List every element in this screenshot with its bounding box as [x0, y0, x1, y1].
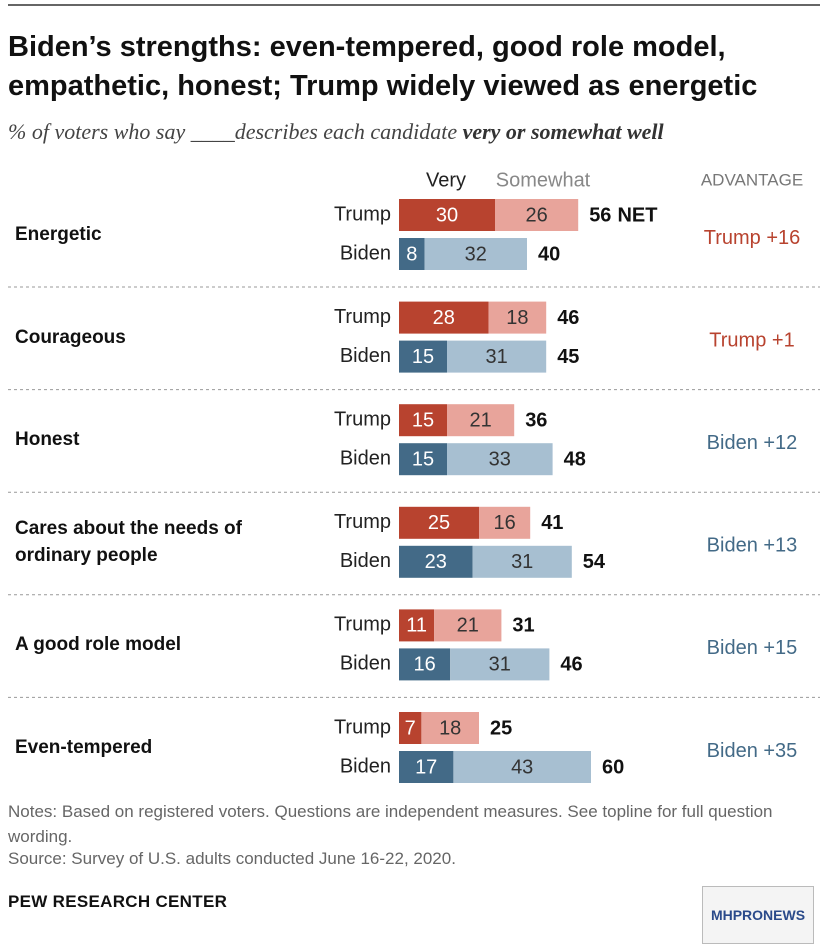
candidate-label: Trump — [334, 408, 391, 430]
value-label: 8 — [406, 243, 417, 265]
candidate-label: Biden — [340, 653, 391, 675]
value-label: 21 — [469, 409, 491, 431]
value-label: 21 — [457, 615, 479, 637]
category-label: Energetic — [15, 224, 102, 245]
advantage-label: Biden +12 — [707, 432, 798, 454]
category-label: Cares about the needs of ordinary people — [15, 518, 242, 567]
net-label: 41 — [541, 512, 563, 534]
value-label: 16 — [413, 654, 435, 676]
advantage-header: ADVANTAGE — [701, 170, 803, 189]
subtitle-emphasis: very or somewhat well — [462, 119, 664, 144]
bar-segment — [399, 340, 447, 373]
bar-segment — [399, 609, 435, 642]
advantage-label: Trump +16 — [704, 227, 801, 249]
net-label: 25 — [490, 717, 512, 739]
chart-title: Biden’s strengths: even-tempered, good r… — [8, 31, 758, 102]
bar-segment — [399, 506, 479, 539]
bar-segment — [453, 751, 591, 783]
value-label: 15 — [412, 409, 434, 431]
value-label: 33 — [489, 448, 511, 470]
bar-segment — [399, 199, 495, 231]
value-label: 15 — [412, 448, 434, 470]
candidate-label: Trump — [334, 614, 391, 636]
value-label: 32 — [465, 243, 487, 265]
bar-segment — [399, 238, 425, 270]
value-label: 31 — [485, 346, 507, 368]
category-label: Even-tempered — [15, 737, 153, 758]
bar-segment — [447, 340, 547, 373]
candidate-label: Biden — [340, 447, 391, 469]
candidate-label: Biden — [340, 242, 391, 264]
value-label: 26 — [525, 204, 547, 226]
bar-segment — [472, 545, 572, 578]
candidate-label: Biden — [340, 345, 391, 367]
net-suffix: NET — [617, 204, 657, 226]
notes: Notes: Based on registered voters. Quest… — [8, 802, 773, 846]
value-label: 16 — [493, 512, 515, 534]
bar-segment — [447, 404, 515, 437]
value-label: 7 — [405, 717, 416, 739]
source: Source: Survey of U.S. adults conducted … — [8, 849, 456, 868]
net-label: 46 — [557, 307, 579, 329]
value-label: 30 — [436, 204, 458, 226]
net-label: 45 — [557, 346, 579, 368]
bar-segment — [399, 443, 447, 476]
candidate-label: Biden — [340, 755, 391, 777]
value-label: 17 — [415, 756, 437, 778]
candidate-label: Trump — [334, 511, 391, 533]
legend-very: Very — [426, 169, 466, 191]
bar-segment — [399, 545, 473, 578]
advantage-label: Biden +13 — [707, 535, 798, 557]
net-label: 60 — [602, 756, 624, 778]
net-label: 40 — [538, 243, 560, 265]
value-label: 18 — [439, 717, 461, 739]
bar-segment — [399, 301, 489, 334]
watermark: MHPRONEWS — [702, 886, 814, 944]
value-label: 25 — [428, 512, 450, 534]
bar-segment — [495, 199, 579, 231]
value-label: 31 — [511, 551, 533, 573]
bar-segment — [399, 751, 454, 783]
net-label: 31 — [512, 615, 534, 637]
organization: PEW RESEARCH CENTER — [8, 892, 228, 911]
category-label: A good role model — [15, 634, 182, 656]
value-label: 28 — [433, 307, 455, 329]
bar-segment — [447, 443, 553, 476]
category-label: Honest — [15, 429, 80, 451]
candidate-label: Trump — [334, 306, 391, 328]
bar-segment — [424, 238, 527, 270]
net-label: 46 — [560, 654, 582, 676]
advantage-label: Biden +15 — [707, 637, 798, 659]
value-label: 11 — [406, 615, 427, 637]
value-label: 15 — [412, 346, 434, 368]
candidate-label: Trump — [334, 716, 391, 738]
bar-segment — [479, 506, 531, 539]
bar-segment — [399, 648, 451, 681]
subtitle-text: % of voters who say ____describes each c… — [8, 119, 458, 144]
value-label: 31 — [489, 654, 511, 676]
candidate-label: Biden — [340, 550, 391, 572]
net-label: 56 — [589, 204, 611, 226]
bar-segment — [421, 712, 479, 744]
value-label: 23 — [425, 551, 447, 573]
net-label: 48 — [564, 448, 586, 470]
bar-segment — [399, 712, 422, 744]
candidate-label: Trump — [334, 203, 391, 225]
bar-segment — [450, 648, 550, 681]
value-label: 43 — [511, 756, 533, 778]
net-label: 54 — [583, 551, 606, 573]
advantage-label: Trump +1 — [709, 329, 794, 351]
bar-segment — [399, 404, 447, 437]
bar-segment — [488, 301, 547, 334]
category-label: Courageous — [15, 326, 126, 348]
net-label: 36 — [525, 409, 547, 431]
bar-segment — [434, 609, 502, 642]
chart-subtitle: % of voters who say ____describes each c… — [8, 119, 828, 145]
advantage-label: Biden +35 — [707, 740, 798, 762]
legend-somewhat: Somewhat — [496, 169, 591, 191]
value-label: 18 — [506, 307, 528, 329]
